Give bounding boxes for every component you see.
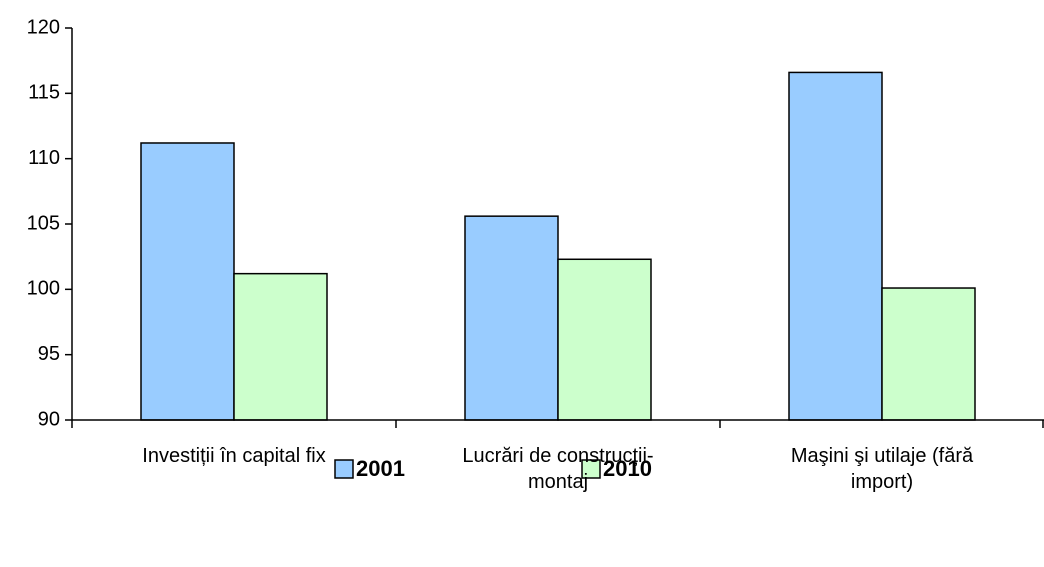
legend-label: 2010 — [603, 456, 652, 481]
bar — [881, 287, 976, 421]
bar — [233, 272, 328, 421]
x-tick-label: Maşini şi utilaje (fără import) — [790, 445, 974, 493]
y-tick-label: 110 — [28, 147, 60, 169]
y-tick-label: 120 — [27, 16, 60, 38]
legend-label: 2001 — [356, 456, 405, 481]
legend-swatch — [334, 459, 354, 479]
y-tick-label: 100 — [27, 278, 60, 300]
y-tick-label: 115 — [28, 82, 60, 104]
x-tick-label: Lucrări de construcții-montaj — [462, 445, 654, 493]
y-tick-label: 95 — [38, 343, 60, 365]
legend-swatch — [581, 459, 601, 479]
y-tick-label: 90 — [38, 408, 60, 430]
y-tick-label: 105 — [27, 212, 60, 234]
x-tick-label: Investiții în capital fix — [142, 445, 326, 467]
bar — [140, 142, 235, 421]
bar — [557, 258, 652, 421]
bar — [464, 215, 559, 421]
bar — [788, 71, 883, 421]
